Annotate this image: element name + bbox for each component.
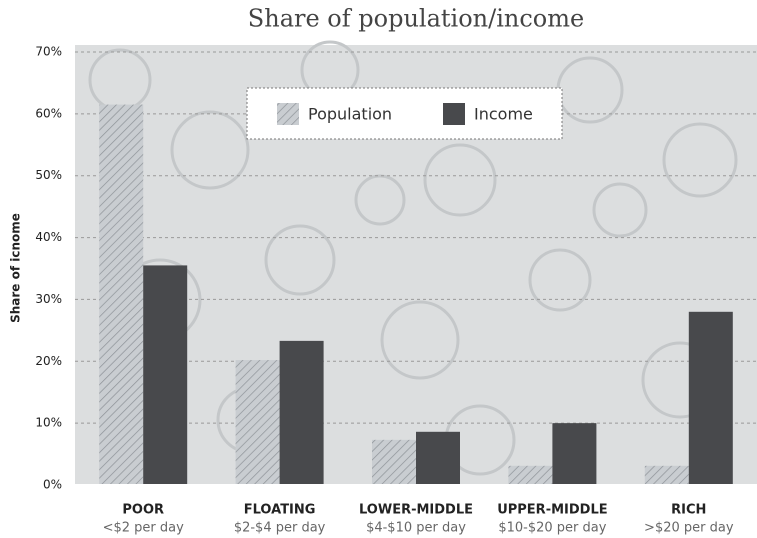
legend-label: Income bbox=[474, 105, 533, 124]
y-tick-label: 10% bbox=[35, 416, 62, 430]
legend-swatch bbox=[443, 103, 465, 125]
y-tick-label: 70% bbox=[35, 45, 62, 59]
y-tick-label: 60% bbox=[35, 106, 62, 120]
chart-title: Share of population/income bbox=[248, 5, 584, 33]
x-tick-label: LOWER-MIDDLE bbox=[359, 503, 473, 518]
x-tick-label: UPPER-MIDDLE bbox=[497, 503, 607, 518]
y-tick-label: 50% bbox=[35, 168, 62, 182]
bar bbox=[508, 465, 553, 485]
y-tick-label: 20% bbox=[35, 354, 62, 368]
y-axis-label: Share of icnome bbox=[9, 213, 23, 323]
bar bbox=[688, 311, 733, 485]
bar bbox=[644, 465, 689, 485]
bar bbox=[235, 360, 280, 485]
y-tick-label: 40% bbox=[35, 230, 62, 244]
x-tick-label: FLOATING bbox=[244, 503, 316, 518]
legend-swatch bbox=[277, 103, 299, 125]
bar bbox=[143, 265, 188, 485]
x-tick-sublabel: >$20 per day bbox=[644, 521, 734, 536]
x-tick-sublabel: <$2 per day bbox=[103, 521, 185, 536]
x-tick-sublabel: $4-$10 per day bbox=[366, 521, 466, 536]
bar bbox=[279, 340, 324, 485]
x-tick-sublabel: $2-$4 per day bbox=[234, 521, 326, 536]
y-tick-label: 30% bbox=[35, 292, 62, 306]
bar bbox=[372, 439, 416, 485]
x-tick-label: RICH bbox=[671, 503, 706, 518]
bar bbox=[552, 423, 597, 485]
bar bbox=[416, 431, 460, 485]
x-tick-label: POOR bbox=[122, 503, 164, 518]
bar bbox=[99, 104, 144, 485]
legend-box bbox=[246, 87, 563, 140]
y-tick-label: 0% bbox=[43, 478, 62, 492]
x-tick-sublabel: $10-$20 per day bbox=[498, 521, 606, 536]
legend-label: Population bbox=[308, 105, 392, 124]
